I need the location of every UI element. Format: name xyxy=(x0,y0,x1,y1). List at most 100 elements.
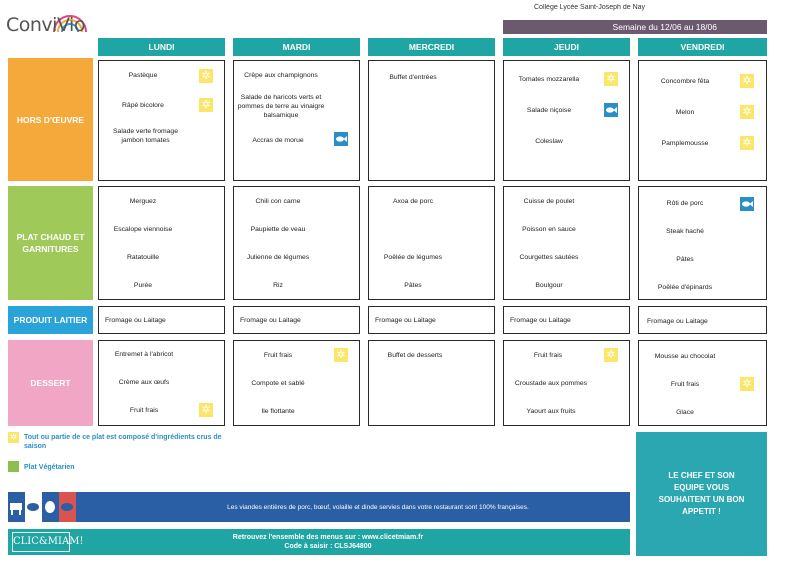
menu-item: Buffet de desserts xyxy=(387,352,443,359)
menu-item: Tomates mozzarella xyxy=(518,76,580,83)
menu-item: Poisson en sauce xyxy=(522,226,576,233)
menu-item: Riz xyxy=(273,282,283,289)
menu-item: Paupiette de veau xyxy=(250,226,306,233)
menu-item: Steak haché xyxy=(666,228,704,235)
hors-jeudi-cell: Tomates mozzarella ✲ Salade niçoise Cole… xyxy=(503,60,630,181)
lait-vendredi-cell: Fromage ou Laitage xyxy=(638,306,767,334)
lait-mercredi-cell: Fromage ou Laitage xyxy=(368,306,495,334)
menu-item: Melon xyxy=(675,109,695,116)
meat-origin-text: Les viandes entières de porc, bœuf, vola… xyxy=(227,504,529,511)
menus-link[interactable]: Retrouvez l'ensemble des menus sur : www… xyxy=(232,534,424,541)
meat-origin-banner: Les viandes entières de porc, bœuf, vola… xyxy=(8,492,630,522)
menu-item: Fruit frais xyxy=(263,352,293,359)
hors-mardi-cell: Crêpe aux champignons Salade de haricots… xyxy=(233,60,360,181)
menu-item: Accras de morue xyxy=(252,137,304,144)
category-produit-laitier: PRODUIT LAITIER xyxy=(8,306,93,334)
menu-item: Julienne de légumes xyxy=(246,254,310,261)
legend-season-text: Tout ou partie de ce plat est composé d'… xyxy=(24,434,222,450)
pig-icon xyxy=(59,492,76,522)
menu-item: Fromage ou Laitage xyxy=(240,317,301,324)
plat-vendredi-cell: Rôti de porc Steak haché Pâtes Poêlée d'… xyxy=(638,186,767,300)
sun-icon: ✲ xyxy=(740,136,754,150)
clicmiam-logo: CLIC&MIAM! xyxy=(12,532,83,552)
fish-icon xyxy=(604,103,618,117)
menu-item: Buffet d'entrées xyxy=(389,74,437,81)
hors-vendredi-cell: Concombre fêta ✲ Melon ✲ Pamplemousse ✲ xyxy=(638,60,767,181)
sun-icon: ✲ xyxy=(334,348,348,362)
convivio-logo: ConviVio xyxy=(6,6,96,42)
sun-icon: ✲ xyxy=(740,74,754,88)
menu-item: Glace xyxy=(676,409,694,416)
dessert-vendredi-cell: Mousse au chocolat Fruit frais ✲ Glace xyxy=(638,340,767,426)
menu-item: Escalope viennoise xyxy=(113,226,173,233)
clicmiam-banner: CLIC&MIAM! Retrouvez l'ensemble des menu… xyxy=(8,529,630,555)
lait-jeudi-cell: Fromage ou Laitage xyxy=(503,306,630,334)
hors-mercredi-cell: Buffet d'entrées xyxy=(368,60,495,181)
menu-item: Pastèque xyxy=(128,72,158,79)
sun-icon: ✲ xyxy=(199,69,213,83)
menu-item: Croustade aux pommes xyxy=(514,380,588,387)
menu-item: Yaourt aux fruits xyxy=(526,408,576,415)
legend-vegetarian-text: Plat Végétarien xyxy=(24,464,75,471)
fish-icon xyxy=(334,132,348,146)
menu-item: Ile flottante xyxy=(261,408,295,415)
chef-message: LE CHEF ET SON EQUIPE VOUS SOUHAITENT UN… xyxy=(658,471,745,516)
menu-item: Fruit frais xyxy=(129,407,159,414)
sun-icon: ✲ xyxy=(740,105,754,119)
hors-lundi-cell: Pastèque ✲ Râpé bicolore ✲ Salade verte … xyxy=(98,60,225,181)
week-label: Semaine du 12/06 au 18/06 xyxy=(503,20,767,34)
sun-icon: ✲ xyxy=(199,403,213,417)
legend-sun-icon: ✲ xyxy=(8,432,19,443)
clicmiam-info: Retrouvez l'ensemble des menus sur : www… xyxy=(168,533,488,551)
animals-strip xyxy=(8,492,76,522)
menu-item: Ratatouille xyxy=(126,254,160,261)
menu-item: Salade verte fromage jambon tomates xyxy=(113,128,178,144)
plat-mardi-cell: Chili con carne Paupiette de veau Julien… xyxy=(233,186,360,300)
logo-arc-icon xyxy=(53,15,87,33)
menu-item: Crème aux œufs xyxy=(118,379,170,386)
menu-item: Purée xyxy=(133,282,153,289)
category-hors-doeuvre: HORS D'ŒUVRE xyxy=(8,58,93,181)
menu-item: Coleslaw xyxy=(535,138,563,145)
menu-item: Crêpe aux champignons xyxy=(244,72,318,79)
sun-icon: ✲ xyxy=(740,377,754,391)
dessert-jeudi-cell: Fruit frais ✲ Croustade aux pommes Yaour… xyxy=(503,340,630,426)
brand-name: ConviVio xyxy=(6,14,85,36)
menu-item: Cuisse de poulet xyxy=(523,198,575,205)
plat-jeudi-cell: Cuisse de poulet Poisson en sauce Courge… xyxy=(503,186,630,300)
menu-item: Fromage ou Laitage xyxy=(510,317,571,324)
menu-item: Chili con carne xyxy=(255,198,301,205)
menu-item: Fromage ou Laitage xyxy=(647,318,708,325)
menu-item: Pâtes xyxy=(404,282,422,289)
menu-item: Axoa de porc xyxy=(392,198,434,205)
cow-icon xyxy=(8,492,25,522)
legend-leaf-icon xyxy=(8,461,19,472)
dessert-mardi-cell: Fruit frais ✲ Compote et sablé Ile flott… xyxy=(233,340,360,426)
menu-item: Salade de haricots verts et pommes de te… xyxy=(237,94,325,119)
plat-mercredi-cell: Axoa de porc Poêlée de légumes Pâtes xyxy=(368,186,495,300)
menu-item: Fruit frais xyxy=(670,381,700,388)
menu-item: Entremet à l'abricot xyxy=(114,351,174,358)
school-name: Collège Lycée Saint-Joseph de Nay xyxy=(534,4,646,11)
sun-icon: ✲ xyxy=(604,348,618,362)
sheep-icon xyxy=(25,492,42,522)
day-header-jeudi: JEUDI xyxy=(503,38,630,56)
menu-item: Courgettes sautées xyxy=(519,254,579,261)
menu-item: Pamplemousse xyxy=(661,140,709,147)
menu-item: Fromage ou Laitage xyxy=(375,317,436,324)
sun-icon: ✲ xyxy=(604,72,618,86)
dessert-lundi-cell: Entremet à l'abricot Crème aux œufs Frui… xyxy=(98,340,225,426)
day-header-mercredi: MERCREDI xyxy=(368,38,495,56)
menu-item: Boulgour xyxy=(535,282,563,289)
menu-item: Mousse au chocolat xyxy=(654,353,716,360)
fish-icon xyxy=(740,197,754,211)
day-header-lundi: LUNDI xyxy=(98,38,225,56)
category-dessert: DESSERT xyxy=(8,340,93,426)
lait-lundi-cell: Fromage ou Laitage xyxy=(98,306,225,334)
access-code: Code à saisir : CLSJ64800 xyxy=(284,543,372,550)
day-header-mardi: MARDI xyxy=(233,38,360,56)
menu-item: Rôti de porc xyxy=(666,200,704,207)
menu-item: Merguez xyxy=(129,198,157,205)
menu-item: Fruit frais xyxy=(533,352,563,359)
menu-item: Compote et sablé xyxy=(251,380,305,387)
